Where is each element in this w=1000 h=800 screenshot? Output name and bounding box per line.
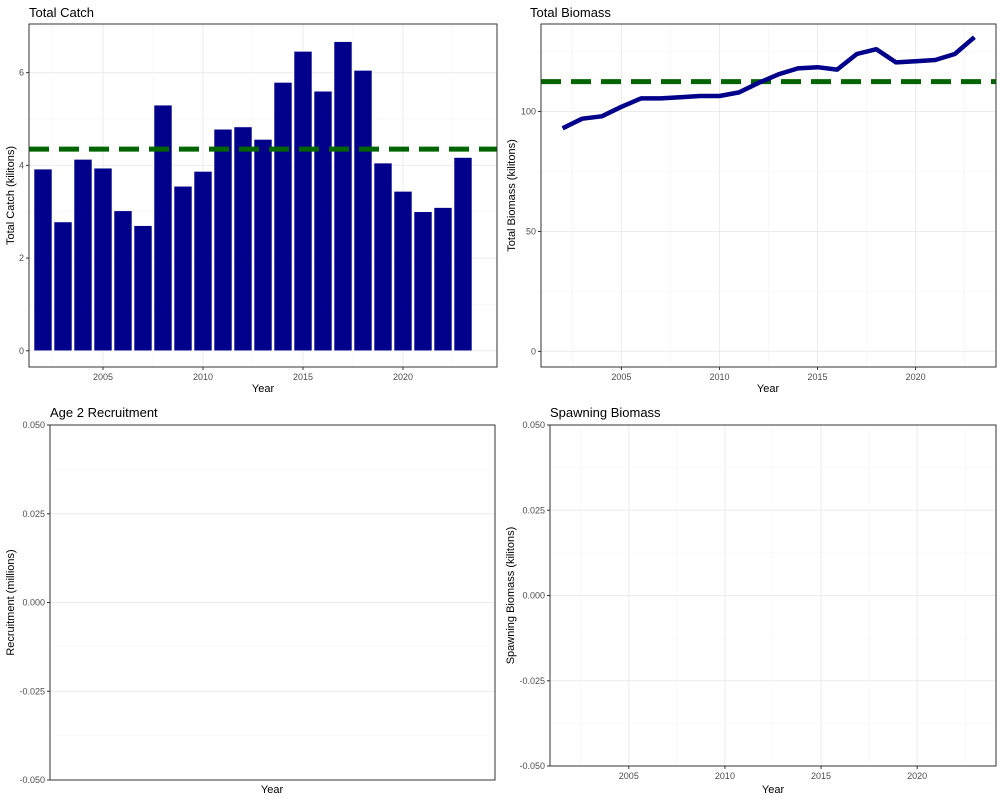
bar-2015: [294, 51, 312, 350]
ticks: 0 50 100 2005 2010 2015 2020: [521, 107, 926, 382]
y-tick-label: 0.050: [522, 420, 545, 430]
bar-2018: [354, 70, 372, 350]
bar-2019: [374, 163, 392, 351]
y-tick-label: 2: [19, 253, 24, 263]
panel-spawning-biomass: Spawning Biomass -0.050 -0.025 0.000 0.025 0…: [505, 405, 996, 796]
chart-title: Spawning Biomass: [550, 405, 661, 420]
y-axis-title: Total Catch (kilitons): [5, 146, 17, 245]
y-tick-label: 0.000: [22, 598, 45, 608]
y-tick-label: 0: [19, 346, 24, 356]
bar-2004: [74, 159, 92, 350]
x-tick-label: 2020: [393, 372, 413, 382]
bar-2010: [194, 171, 212, 350]
y-tick-label: 0.050: [22, 420, 45, 430]
x-tick-label: 2020: [907, 771, 927, 781]
bar-2012: [234, 127, 252, 351]
y-tick-label: -0.050: [519, 761, 545, 771]
bar-2011: [214, 129, 232, 351]
x-tick-label: 2010: [709, 372, 729, 382]
chart-title: Total Catch: [29, 5, 94, 20]
panel-age2-recruitment: Age 2 Recruitment -0.050 -0.025 0.000 0.025…: [5, 405, 495, 796]
bar-2014: [274, 82, 292, 350]
y-tick-label: 0.025: [22, 509, 45, 519]
y-tick-label: 0.025: [522, 505, 545, 515]
x-tick-label: 2005: [93, 372, 113, 382]
ticks: -0.050 -0.025 0.000 0.025 0.050: [19, 420, 50, 785]
x-tick-label: 2015: [808, 372, 828, 382]
grid: [541, 24, 996, 367]
y-tick-label: -0.025: [19, 686, 45, 696]
x-axis-title: Year: [757, 383, 780, 395]
x-tick-label: 2020: [906, 372, 926, 382]
bar-2005: [94, 168, 112, 351]
bar-2023: [454, 157, 472, 350]
chart-title: Total Biomass: [530, 5, 611, 20]
y-tick-label: 0.000: [522, 591, 545, 601]
y-tick-label: 100: [521, 107, 536, 117]
x-tick-label: 2005: [619, 771, 639, 781]
y-tick-label: 4: [19, 160, 24, 170]
bar-2003: [54, 222, 72, 351]
panel-total-catch: Total Catch 0 2 4 6 2005 2010 2015 2020 Year To…: [5, 5, 497, 395]
x-tick-label: 2010: [715, 771, 735, 781]
bar-2016: [314, 91, 332, 351]
y-tick-label: 0: [531, 346, 536, 356]
bar-2022: [434, 208, 452, 351]
y-axis-title: Recruitment (millions): [5, 549, 17, 655]
bar-2013: [254, 139, 272, 350]
chart-title: Age 2 Recruitment: [50, 405, 158, 420]
y-tick-label: 6: [19, 68, 24, 78]
x-tick-label: 2010: [193, 372, 213, 382]
grid: [50, 425, 495, 780]
x-tick-label: 2005: [611, 372, 631, 382]
y-axis-title: Spawning Biomass (kilitons): [505, 527, 517, 665]
x-tick-label: 2015: [811, 771, 831, 781]
bar-2020: [394, 191, 412, 350]
x-tick-label: 2015: [293, 372, 313, 382]
y-axis-title: Total Biomass (kilitons): [506, 139, 518, 251]
panel-total-biomass: Total Biomass 0 50 100 2005 2010 2015 2020 Yea…: [506, 5, 996, 395]
bar-2021: [414, 212, 432, 351]
x-axis-title: Year: [252, 383, 275, 395]
x-axis-title: Year: [261, 784, 284, 796]
grid: [550, 425, 996, 766]
y-tick-label: 50: [526, 226, 536, 236]
y-tick-label: -0.025: [519, 676, 545, 686]
y-tick-label: -0.050: [19, 775, 45, 785]
bar-2017: [334, 42, 352, 351]
x-axis-title: Year: [762, 784, 785, 796]
bar-2006: [114, 211, 132, 351]
bar-2007: [134, 226, 152, 351]
bar-2009: [174, 186, 192, 351]
bar-2008: [154, 105, 172, 351]
bar-2002: [34, 169, 52, 351]
